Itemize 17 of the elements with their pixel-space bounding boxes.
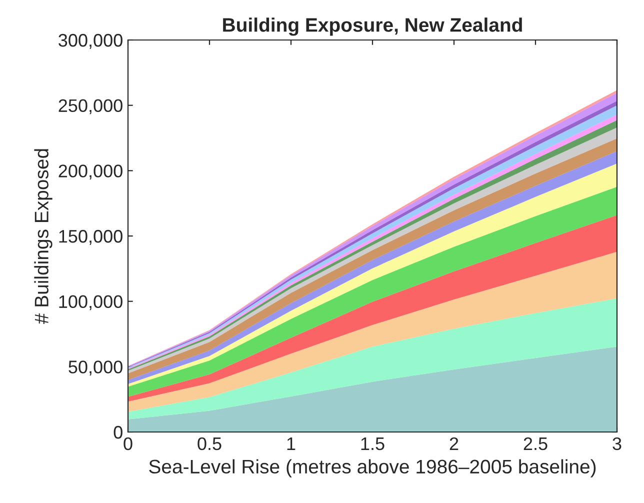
- x-tick-label: 2: [450, 437, 458, 450]
- y-tick-label: 0: [114, 426, 122, 439]
- x-tick-label: 1: [287, 438, 296, 450]
- y-tick-label: 200,000: [58, 164, 122, 180]
- x-tick-label: 3: [612, 437, 622, 450]
- x-tick-label: 2.5: [524, 437, 548, 450]
- x-tick-label: 1.5: [361, 438, 384, 450]
- chart-title: Building Exposure, New Zealand: [223, 18, 522, 36]
- y-tick-label: 300,000: [58, 34, 122, 49]
- y-tick-label: 50,000: [68, 360, 122, 376]
- y-tick-label: 150,000: [59, 230, 122, 245]
- x-axis-title: Sea-Level Rise (metres above 1986–2005 baseline): [149, 459, 596, 478]
- y-tick-label: 250,000: [58, 99, 122, 114]
- x-tick-label: 0: [124, 437, 132, 450]
- y-axis-title: # Buildings Exposed: [34, 149, 52, 324]
- y-tick-label: 100,000: [59, 295, 122, 310]
- x-tick-label: 0.5: [198, 437, 222, 450]
